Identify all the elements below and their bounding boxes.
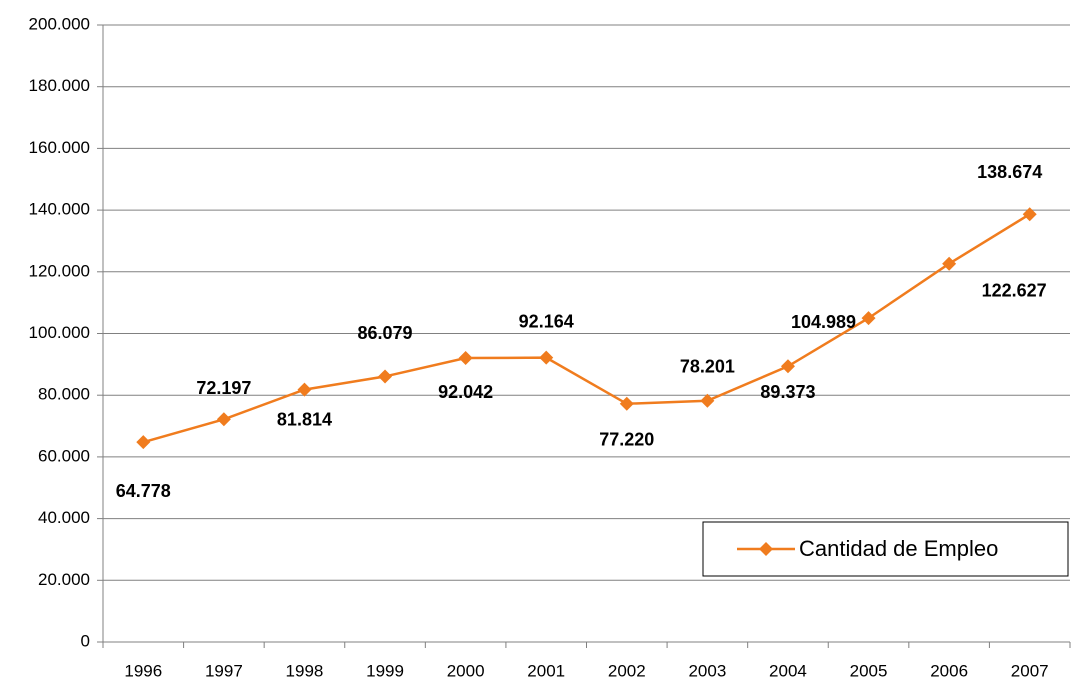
value-label: 77.220: [599, 430, 654, 450]
x-tick-label: 2007: [1011, 661, 1049, 680]
marker: [216, 412, 231, 427]
value-label: 92.164: [519, 311, 574, 331]
value-label: 92.042: [438, 382, 493, 402]
x-tick-label: 2001: [527, 661, 565, 680]
marker: [861, 311, 876, 326]
y-tick-label: 200.000: [29, 14, 90, 33]
marker: [136, 435, 151, 450]
value-label: 104.989: [791, 312, 856, 332]
marker: [700, 393, 715, 408]
y-tick-label: 80.000: [38, 385, 90, 404]
y-tick-label: 100.000: [29, 323, 90, 342]
marker: [539, 350, 554, 365]
y-tick-label: 180.000: [29, 76, 90, 95]
x-tick-label: 2005: [850, 661, 888, 680]
x-tick-label: 2006: [930, 661, 968, 680]
marker: [1022, 207, 1037, 222]
legend-marker: [759, 542, 773, 556]
y-tick-label: 120.000: [29, 261, 90, 280]
value-label: 138.674: [977, 162, 1042, 182]
value-label: 72.197: [196, 378, 251, 398]
x-tick-label: 1999: [366, 661, 404, 680]
marker: [619, 396, 634, 411]
value-label: 81.814: [277, 409, 332, 429]
value-label: 122.627: [982, 280, 1047, 300]
x-tick-label: 2002: [608, 661, 646, 680]
value-label: 89.373: [760, 382, 815, 402]
value-label: 78.201: [680, 356, 735, 376]
x-tick-label: 1997: [205, 661, 243, 680]
value-label: 86.079: [358, 323, 413, 343]
legend-label: Cantidad de Empleo: [799, 536, 998, 561]
value-label: 64.778: [116, 481, 171, 501]
y-tick-label: 0: [81, 631, 90, 650]
x-tick-label: 1998: [286, 661, 324, 680]
x-tick-label: 2000: [447, 661, 485, 680]
marker: [942, 256, 957, 271]
y-tick-label: 160.000: [29, 138, 90, 157]
x-tick-label: 2003: [688, 661, 726, 680]
x-tick-label: 1996: [124, 661, 162, 680]
y-tick-label: 140.000: [29, 200, 90, 219]
line: [142, 213, 1031, 444]
marker: [378, 369, 393, 384]
y-tick-label: 40.000: [38, 508, 90, 527]
marker: [458, 351, 473, 366]
x-tick-label: 2004: [769, 661, 807, 680]
marker: [297, 382, 312, 397]
y-tick-label: 20.000: [38, 570, 90, 589]
y-tick-label: 60.000: [38, 446, 90, 465]
marker: [780, 359, 795, 374]
